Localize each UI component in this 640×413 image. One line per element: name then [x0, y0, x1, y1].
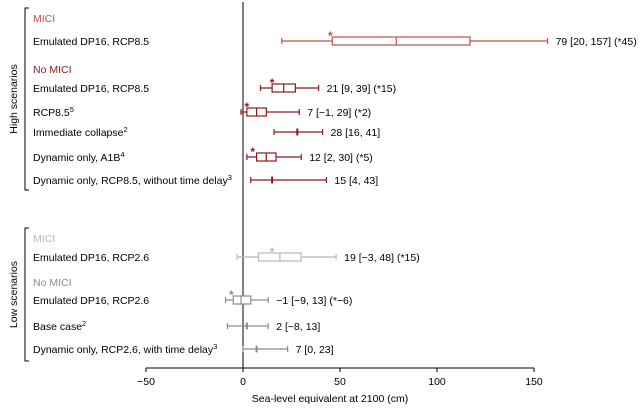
- row-label: Dynamic only, A1B4: [33, 150, 125, 164]
- row-label-superscript: 4: [120, 150, 124, 159]
- row-label-text: Base case: [33, 321, 82, 333]
- row-label-superscript: 3: [228, 173, 232, 182]
- row-label-superscript: 3: [213, 342, 217, 351]
- row-label: Immediate collapse2: [33, 125, 128, 139]
- box-iqr: [331, 36, 471, 46]
- row-label-text: RCP8.5: [33, 107, 70, 119]
- mode-star: *: [270, 245, 275, 259]
- x-tick-label: −50: [137, 376, 155, 388]
- section-label: No MICI: [33, 64, 72, 76]
- row-label-text: Emulated DP16, RCP8.5: [33, 83, 149, 95]
- value-label: 79 [20, 157] (*45): [556, 36, 637, 48]
- row-label: Emulated DP16, RCP8.5: [33, 36, 149, 48]
- mode-star: *: [270, 76, 275, 90]
- value-label: 7 [0, 23]: [296, 344, 334, 356]
- x-tick-label: 100: [428, 376, 446, 388]
- row-label-text: Emulated DP16, RCP2.6: [33, 252, 149, 264]
- mode-star: *: [245, 100, 250, 114]
- value-label: 2 [−8, 13]: [276, 321, 320, 333]
- section-label: MICI: [33, 13, 55, 25]
- x-tick-label: 50: [334, 376, 346, 388]
- row-label-superscript: 2: [123, 125, 127, 134]
- row-label: RCP8.55: [33, 105, 74, 119]
- row-label: Dynamic only, RCP8.5, without time delay…: [33, 173, 232, 187]
- row-label: Emulated DP16, RCP8.5: [33, 83, 149, 95]
- x-tick-label: 0: [240, 376, 246, 388]
- row-label-text: Emulated DP16, RCP2.6: [33, 295, 149, 307]
- group-bracket: [24, 227, 29, 362]
- row-label-superscript: 2: [82, 319, 86, 328]
- row-label-text: Dynamic only, RCP8.5, without time delay: [33, 175, 228, 187]
- value-label: 15 [4, 43]: [334, 175, 378, 187]
- mode-star: *: [250, 145, 255, 159]
- group-bracket: [24, 7, 29, 191]
- mode-star: *: [328, 29, 333, 43]
- row-label-text: Dynamic only, RCP2.6, with time delay: [33, 344, 214, 356]
- row-label-text: Immediate collapse: [33, 127, 124, 139]
- row-label: Emulated DP16, RCP2.6: [33, 252, 149, 264]
- box-iqr: [232, 295, 252, 305]
- value-label: 28 [16, 41]: [331, 127, 381, 139]
- row-label-text: Dynamic only, A1B: [33, 152, 120, 164]
- x-tick-label: 150: [525, 376, 543, 388]
- section-label: No MICI: [33, 277, 72, 289]
- row-label: Dynamic only, RCP2.6, with time delay3: [33, 342, 217, 356]
- value-label: 21 [9, 39] (*15): [327, 83, 396, 95]
- row-label: Base case2: [33, 319, 86, 333]
- value-label: 7 [−1, 29] (*2): [307, 107, 371, 119]
- group-label: Low scenarios: [8, 261, 20, 328]
- mode-star: *: [229, 288, 234, 302]
- section-label: MICI: [33, 233, 55, 245]
- value-label: 19 [−3, 48] (*15): [344, 252, 420, 264]
- row-label-text: Emulated DP16, RCP8.5: [33, 36, 149, 48]
- value-label: 12 [2, 30] (*5): [309, 152, 373, 164]
- value-label: −1 [−9, 13] (*−6): [276, 295, 352, 307]
- group-label: High scenarios: [8, 64, 20, 133]
- x-axis-label: Sea-level equivalent at 2100 (cm): [252, 393, 408, 405]
- row-label-superscript: 5: [70, 105, 74, 114]
- row-label: Emulated DP16, RCP2.6: [33, 295, 149, 307]
